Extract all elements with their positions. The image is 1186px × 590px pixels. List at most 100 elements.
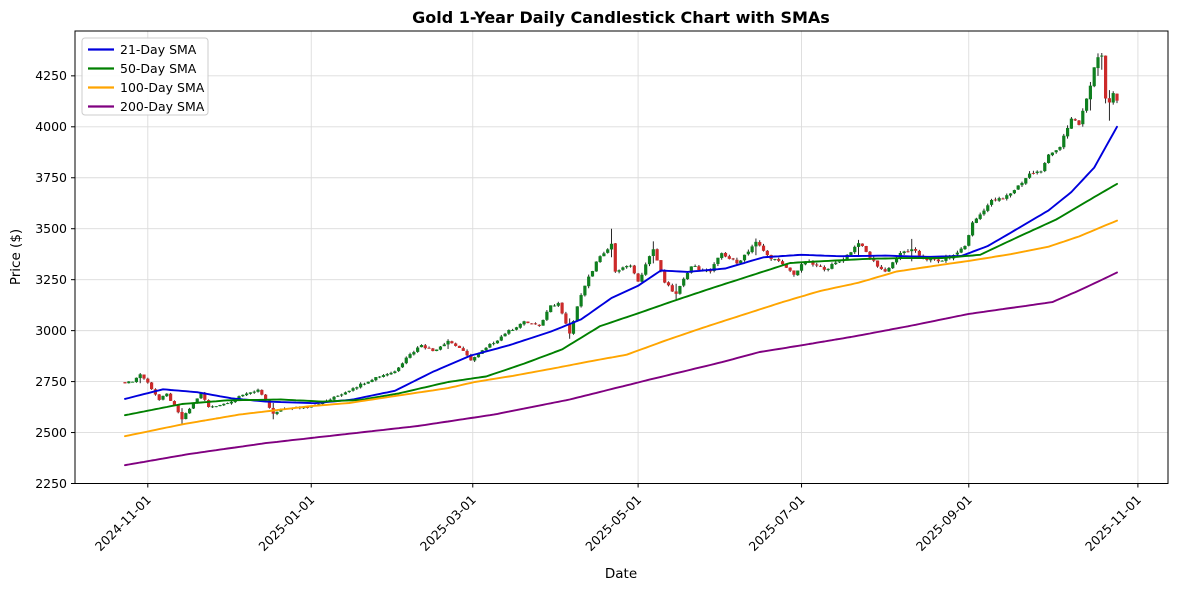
candle-down bbox=[461, 348, 465, 351]
y-tick-label: 2500 bbox=[35, 425, 67, 440]
candle-up bbox=[214, 406, 218, 408]
candle-up bbox=[393, 371, 397, 374]
x-axis-label: Date bbox=[605, 566, 637, 582]
candle-up bbox=[241, 394, 245, 397]
candle-up bbox=[514, 327, 519, 330]
legend: 21-Day SMA 50-Day SMA 100-Day SMA 200-Day S… bbox=[81, 37, 209, 116]
y-tick-label: 2750 bbox=[35, 374, 67, 389]
candle-up bbox=[1016, 185, 1020, 190]
candle-up bbox=[275, 411, 279, 414]
candle-up bbox=[796, 270, 800, 276]
sma-line-50-day-sma bbox=[124, 182, 1118, 417]
candle-down bbox=[777, 258, 781, 261]
candle-down bbox=[936, 259, 940, 262]
candle-down bbox=[883, 269, 887, 272]
candle-up bbox=[579, 295, 583, 307]
candle-down bbox=[670, 285, 674, 292]
candle-up bbox=[385, 374, 389, 376]
candle-up bbox=[1050, 152, 1054, 156]
candle-up bbox=[754, 241, 758, 247]
candle-up bbox=[742, 254, 747, 261]
candle-up bbox=[397, 367, 401, 372]
candle-up bbox=[644, 264, 648, 275]
candle-up bbox=[438, 346, 443, 350]
candle-down bbox=[564, 313, 568, 324]
candle-up bbox=[853, 246, 857, 253]
candle-up bbox=[967, 235, 971, 246]
candle-down bbox=[207, 400, 211, 408]
candle-up bbox=[826, 268, 830, 270]
candle-down bbox=[879, 266, 883, 270]
candle-up bbox=[963, 246, 967, 250]
candle-up bbox=[222, 403, 226, 406]
candle-down bbox=[925, 258, 929, 261]
candle-up bbox=[617, 270, 621, 272]
candle-up bbox=[381, 375, 386, 377]
candle-up bbox=[374, 377, 378, 381]
candle-up bbox=[685, 272, 690, 280]
candle-up bbox=[887, 268, 891, 272]
candle-up bbox=[944, 256, 948, 261]
candle-down bbox=[731, 258, 735, 260]
candle-down bbox=[454, 343, 458, 346]
candle-up bbox=[1043, 163, 1047, 172]
candle-down bbox=[784, 263, 788, 268]
x-tick-label: 2025-05-01 bbox=[582, 492, 644, 554]
candle-down bbox=[761, 245, 766, 251]
candle-up bbox=[522, 321, 526, 325]
y-tick-label: 3750 bbox=[35, 170, 67, 185]
candle-up bbox=[959, 248, 963, 253]
candle-down bbox=[431, 348, 435, 352]
candle-up bbox=[689, 266, 693, 273]
candle-up bbox=[720, 253, 724, 259]
candle-up bbox=[347, 390, 351, 393]
sma-lines bbox=[124, 125, 1118, 467]
candle-up bbox=[188, 408, 192, 414]
candle-down bbox=[568, 323, 572, 334]
candle-down bbox=[150, 382, 154, 390]
candle-down bbox=[932, 258, 937, 260]
candle-up bbox=[1096, 57, 1100, 69]
candle-up bbox=[309, 406, 313, 408]
y-tick-label: 2250 bbox=[35, 476, 67, 491]
candle-up bbox=[127, 381, 131, 384]
candle-up bbox=[442, 344, 446, 347]
candle-up bbox=[229, 401, 234, 404]
x-tick-label: 2025-11-01 bbox=[1082, 492, 1144, 554]
candle-up bbox=[834, 262, 838, 265]
candle-up bbox=[252, 391, 256, 393]
candle-up bbox=[195, 398, 199, 403]
candle-up bbox=[1081, 110, 1085, 125]
candle-up bbox=[773, 259, 777, 260]
sma-line-21-day-sma bbox=[124, 125, 1118, 405]
candle-up bbox=[165, 393, 169, 397]
candle-down bbox=[917, 250, 921, 256]
candle-up bbox=[518, 323, 522, 328]
candle-up bbox=[982, 210, 986, 215]
y-tick-label: 3500 bbox=[35, 221, 67, 236]
candle-up bbox=[484, 347, 488, 351]
candle-down bbox=[788, 267, 792, 271]
candle-up bbox=[552, 305, 557, 307]
candle-down bbox=[1073, 119, 1077, 121]
candle-up bbox=[343, 392, 348, 395]
candle-up bbox=[184, 413, 188, 420]
candle-down bbox=[655, 249, 659, 261]
candle-up bbox=[1039, 171, 1043, 173]
y-tick-label: 4000 bbox=[35, 119, 67, 134]
candle-down bbox=[659, 260, 663, 271]
candle-up bbox=[849, 252, 853, 256]
candle-up bbox=[488, 343, 492, 348]
candle-up bbox=[191, 403, 196, 409]
candle-up bbox=[970, 222, 975, 236]
candle-up bbox=[404, 357, 408, 364]
candle-up bbox=[910, 249, 914, 252]
candle-up bbox=[1054, 150, 1058, 153]
candle-down bbox=[260, 389, 264, 395]
candle-up bbox=[499, 336, 503, 341]
candle-up bbox=[830, 264, 834, 269]
candle-up bbox=[678, 285, 682, 294]
candle-up bbox=[1005, 195, 1009, 199]
candle-up bbox=[606, 249, 610, 253]
candle-up bbox=[609, 243, 614, 250]
